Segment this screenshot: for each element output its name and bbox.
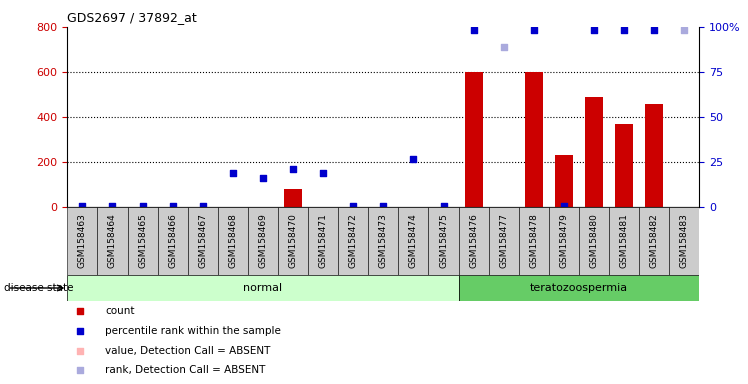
Text: GSM158483: GSM158483	[680, 214, 689, 268]
Text: GSM158476: GSM158476	[469, 214, 478, 268]
Bar	[218, 207, 248, 275]
Text: GSM158473: GSM158473	[378, 214, 388, 268]
Text: rank, Detection Call = ABSENT: rank, Detection Call = ABSENT	[105, 365, 266, 375]
Point	[438, 202, 450, 209]
Bar	[284, 189, 302, 207]
Bar	[127, 207, 158, 275]
Text: GSM158465: GSM158465	[138, 214, 147, 268]
Text: GSM158463: GSM158463	[78, 214, 87, 268]
Bar	[585, 97, 603, 207]
Bar	[368, 207, 399, 275]
Point	[492, 248, 504, 255]
Bar	[669, 207, 699, 275]
Point	[528, 27, 540, 33]
Point	[497, 44, 509, 50]
Bar	[579, 207, 609, 275]
Text: percentile rank within the sample: percentile rank within the sample	[105, 326, 281, 336]
Point	[558, 202, 570, 209]
Text: GSM158477: GSM158477	[499, 214, 508, 268]
Point	[678, 27, 690, 33]
Bar	[549, 207, 579, 275]
Bar	[640, 207, 669, 275]
Bar	[67, 275, 459, 301]
Point	[227, 170, 239, 176]
Text: GSM158480: GSM158480	[589, 214, 598, 268]
Text: GSM158472: GSM158472	[349, 214, 358, 268]
Bar	[97, 207, 127, 275]
Text: GSM158464: GSM158464	[108, 214, 117, 268]
Bar	[399, 207, 429, 275]
Point	[377, 202, 389, 209]
Point	[492, 70, 504, 76]
Bar	[429, 207, 459, 275]
Point	[257, 175, 269, 182]
Bar	[465, 72, 482, 207]
Bar	[459, 207, 488, 275]
Bar	[338, 207, 368, 275]
Bar	[555, 156, 573, 207]
Point	[408, 156, 420, 162]
Text: GSM158471: GSM158471	[319, 214, 328, 268]
Text: GSM158467: GSM158467	[198, 214, 207, 268]
Bar	[609, 207, 640, 275]
Text: GSM158474: GSM158474	[409, 214, 418, 268]
Bar	[278, 207, 308, 275]
Text: GSM158468: GSM158468	[228, 214, 237, 268]
Bar	[459, 275, 699, 301]
Point	[137, 202, 149, 209]
Text: disease state: disease state	[4, 283, 73, 293]
Bar	[525, 72, 543, 207]
Point	[197, 202, 209, 209]
Point	[588, 27, 600, 33]
Text: GSM158470: GSM158470	[289, 214, 298, 268]
Text: GSM158466: GSM158466	[168, 214, 177, 268]
Point	[468, 27, 479, 33]
Text: count: count	[105, 306, 135, 316]
Text: value, Detection Call = ABSENT: value, Detection Call = ABSENT	[105, 346, 271, 356]
Text: GSM158481: GSM158481	[619, 214, 628, 268]
Point	[167, 202, 179, 209]
Point	[347, 202, 359, 209]
Bar	[67, 207, 97, 275]
Text: teratozoospermia: teratozoospermia	[530, 283, 628, 293]
Bar	[488, 207, 519, 275]
Bar	[188, 207, 218, 275]
Bar	[615, 124, 633, 207]
Point	[649, 27, 660, 33]
Bar	[519, 207, 549, 275]
Bar	[248, 207, 278, 275]
Point	[317, 170, 329, 176]
Point	[106, 202, 118, 209]
Text: GSM158482: GSM158482	[650, 214, 659, 268]
Point	[76, 202, 88, 209]
Bar	[158, 207, 188, 275]
Text: GSM158469: GSM158469	[259, 214, 268, 268]
Point	[287, 166, 299, 172]
Point	[618, 27, 630, 33]
Bar	[646, 104, 663, 207]
Bar	[308, 207, 338, 275]
Text: GSM158478: GSM158478	[530, 214, 539, 268]
Text: GSM158475: GSM158475	[439, 214, 448, 268]
Text: GDS2697 / 37892_at: GDS2697 / 37892_at	[67, 11, 197, 24]
Text: GSM158479: GSM158479	[560, 214, 568, 268]
Text: normal: normal	[243, 283, 283, 293]
